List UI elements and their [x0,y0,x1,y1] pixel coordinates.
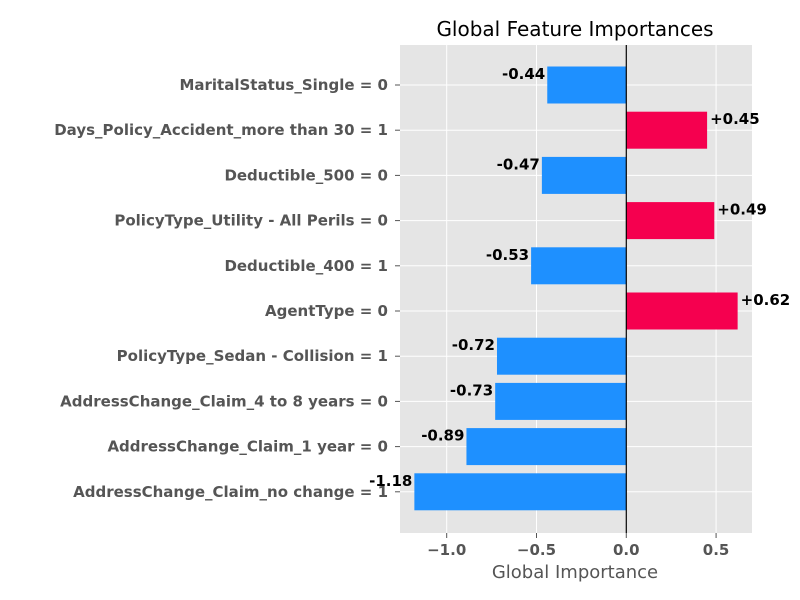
y-tick-label: AddressChange_Claim_no change = 1 [73,483,388,501]
bar [466,428,627,466]
bar [626,292,738,330]
bar [547,66,627,104]
y-tick-label: AddressChange_Claim_1 year = 0 [107,438,388,456]
bar-value-label: +0.45 [710,110,760,128]
x-axis-label: Global Importance [492,562,658,583]
x-tick-label: −0.5 [517,541,556,559]
bar [626,202,715,240]
y-tick-label: Deductible_500 = 0 [224,166,388,184]
y-tick-label: MaritalStatus_Single = 0 [179,76,388,94]
bar [626,111,708,149]
bar [414,473,627,511]
bar-value-label: +0.49 [717,201,767,219]
bar-value-label: -0.89 [421,427,464,445]
y-tick-label: AddressChange_Claim_4 to 8 years = 0 [60,392,388,410]
bar-value-label: -0.47 [497,155,540,173]
y-axis-ticks: MaritalStatus_Single = 0 Days_Policy_Acci… [54,76,400,501]
x-tick-label: −1.0 [427,541,466,559]
y-tick-label: Days_Policy_Accident_more than 30 = 1 [54,121,388,139]
y-tick-label: AgentType = 0 [265,302,388,320]
bar [541,156,627,194]
x-axis-ticks: −1.0 −0.5 0.0 0.5 [427,533,729,559]
y-tick-label: PolicyType_Utility - All Perils = 0 [114,212,388,230]
bars-layer [414,66,738,511]
bar [495,382,627,420]
bar-value-label: -0.72 [452,336,495,354]
y-tick-label: PolicyType_Sedan - Collision = 1 [117,347,388,365]
value-labels-layer: -0.44 +0.45 -0.47 +0.49 -0.53 +0.62 -0.72 -0.73… [369,65,790,490]
bar-value-label: +0.62 [741,291,791,309]
bar-value-label: -1.18 [369,472,412,490]
bar [496,337,627,375]
chart-title: Global Feature Importances [436,17,713,41]
x-tick-label: 0.5 [703,541,730,559]
bar-value-label: -0.44 [502,65,545,83]
y-tick-label: Deductible_400 = 1 [224,257,388,275]
bar-value-label: -0.53 [486,246,529,264]
x-tick-label: 0.0 [613,541,640,559]
bar [531,247,627,285]
bar-value-label: -0.73 [450,381,493,399]
